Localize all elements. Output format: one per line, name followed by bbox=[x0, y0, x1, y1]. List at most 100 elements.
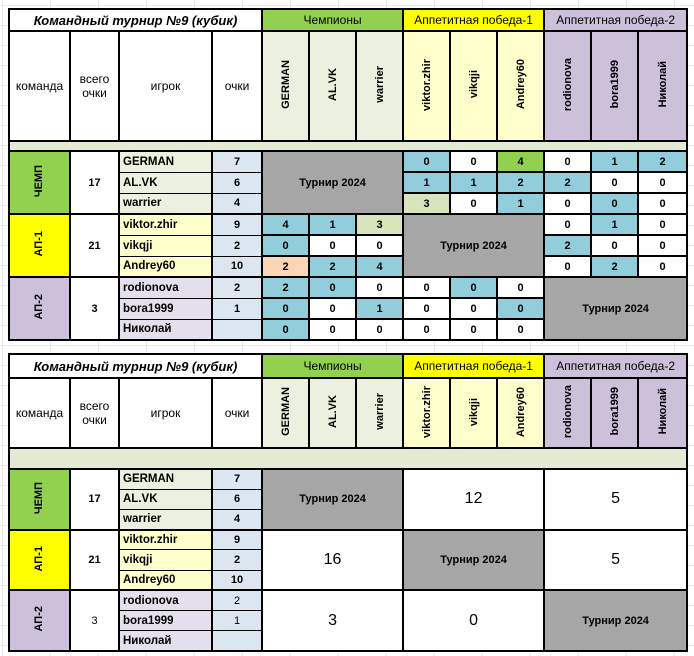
player-points-cell[interactable]: 7 bbox=[210, 468, 264, 490]
player-points-cell[interactable]: 9 bbox=[210, 528, 264, 551]
score-cell[interactable]: 0 bbox=[355, 318, 405, 341]
player-column-header[interactable]: GERMAN bbox=[261, 377, 311, 449]
score-cell[interactable]: 0 bbox=[261, 297, 311, 320]
column-header-team[interactable]: команда bbox=[8, 30, 71, 142]
group-band-1[interactable]: Чемпионы bbox=[261, 352, 405, 380]
player-name-cell[interactable]: warrier bbox=[118, 509, 213, 531]
player-column-header[interactable]: bora1999 bbox=[590, 30, 640, 142]
score-cell[interactable]: 2 bbox=[590, 255, 640, 278]
score-cell[interactable]: 1 bbox=[355, 297, 405, 320]
score-cell[interactable]: 0 bbox=[543, 255, 593, 278]
score-cell[interactable]: 0 bbox=[355, 234, 405, 257]
tournament-2024-cell[interactable]: Турнир 2024 bbox=[261, 150, 405, 215]
player-column-header[interactable]: Николай bbox=[637, 30, 689, 142]
player-column-header[interactable]: AL.VK bbox=[308, 377, 358, 449]
sheet-title[interactable]: Командный турнир №9 (кубик) bbox=[7, 8, 264, 32]
score-cell[interactable]: 2 bbox=[496, 171, 546, 194]
score-cell[interactable]: 1 bbox=[590, 150, 640, 173]
score-cell[interactable]: 2 bbox=[637, 150, 689, 173]
player-points-cell[interactable]: 2 bbox=[210, 589, 264, 612]
player-name-cell[interactable]: vikqji bbox=[118, 549, 213, 571]
player-name-cell[interactable]: rodionova bbox=[118, 276, 213, 299]
score-cell[interactable]: 2 bbox=[308, 255, 358, 278]
score-cell[interactable]: 2 bbox=[543, 171, 593, 194]
score-cell[interactable]: 0 bbox=[449, 318, 499, 341]
score-cell[interactable]: 0 bbox=[261, 318, 311, 341]
score-cell[interactable]: 0 bbox=[308, 297, 358, 320]
score-cell[interactable]: 1 bbox=[449, 171, 499, 194]
player-column-header[interactable]: viktor.zhir bbox=[402, 377, 452, 449]
score-cell[interactable]: 0 bbox=[449, 150, 499, 173]
player-name-cell[interactable]: warrier bbox=[118, 192, 213, 215]
tournament-2024-cell[interactable]: Турнир 2024 bbox=[261, 468, 405, 531]
score-cell[interactable]: 1 bbox=[496, 192, 546, 215]
tournament-2024-cell[interactable]: Турнир 2024 bbox=[543, 276, 689, 341]
player-column-header[interactable]: viktor.zhir bbox=[402, 30, 452, 142]
player-name-cell[interactable]: bora1999 bbox=[118, 297, 213, 320]
group-band-1[interactable]: Чемпионы bbox=[261, 8, 405, 32]
player-name-cell[interactable]: bora1999 bbox=[118, 610, 213, 632]
score-cell[interactable]: 0 bbox=[402, 150, 452, 173]
player-points-cell[interactable]: 2 bbox=[210, 234, 264, 257]
score-cell[interactable]: 2 bbox=[261, 276, 311, 299]
score-cell[interactable]: 3 bbox=[355, 213, 405, 236]
player-column-header[interactable]: warrier bbox=[355, 30, 405, 142]
merged-score-cell[interactable]: 12 bbox=[402, 468, 546, 531]
team-total-cell[interactable]: 21 bbox=[69, 213, 120, 278]
score-cell[interactable]: 0 bbox=[308, 234, 358, 257]
group-band-2[interactable]: Аппетитная победа-1 bbox=[402, 352, 546, 380]
score-cell[interactable]: 0 bbox=[590, 171, 640, 194]
score-cell[interactable]: 0 bbox=[449, 297, 499, 320]
player-name-cell[interactable]: AL.VK bbox=[118, 488, 213, 511]
player-points-cell[interactable]: 10 bbox=[210, 255, 264, 278]
player-points-cell[interactable]: 9 bbox=[210, 213, 264, 236]
column-header-total[interactable]: всего очки bbox=[69, 30, 120, 142]
player-column-header[interactable]: Николай bbox=[637, 377, 689, 449]
tournament-2024-cell[interactable]: Турнир 2024 bbox=[402, 213, 546, 278]
score-cell[interactable]: 0 bbox=[637, 171, 689, 194]
sheet-title[interactable]: Командный турнир №9 (кубик) bbox=[7, 352, 264, 380]
team-name-cell[interactable]: АП-1 bbox=[8, 213, 71, 278]
team-total-cell[interactable]: 3 bbox=[69, 276, 120, 341]
tournament-2024-cell[interactable]: Турнир 2024 bbox=[543, 589, 689, 652]
score-cell[interactable]: 0 bbox=[402, 297, 452, 320]
score-cell[interactable]: 0 bbox=[308, 318, 358, 341]
group-band-3[interactable]: Аппетитная победа-2 bbox=[543, 352, 689, 380]
column-header-player[interactable]: игрок bbox=[118, 30, 213, 142]
player-column-header[interactable]: vikqji bbox=[449, 30, 499, 142]
score-cell[interactable]: 4 bbox=[261, 213, 311, 236]
score-cell[interactable]: 0 bbox=[402, 318, 452, 341]
player-points-cell[interactable]: 2 bbox=[210, 276, 264, 299]
score-cell[interactable]: 4 bbox=[355, 255, 405, 278]
player-name-cell[interactable]: AL.VK bbox=[118, 171, 213, 194]
score-cell[interactable]: 0 bbox=[496, 318, 546, 341]
player-points-cell[interactable]: 6 bbox=[210, 171, 264, 194]
player-points-cell[interactable]: 4 bbox=[210, 192, 264, 215]
player-name-cell[interactable]: Николай bbox=[118, 630, 213, 653]
score-cell[interactable]: 0 bbox=[402, 276, 452, 299]
player-name-cell[interactable]: GERMAN bbox=[118, 150, 213, 173]
score-cell[interactable]: 2 bbox=[261, 255, 311, 278]
group-band-3[interactable]: Аппетитная победа-2 bbox=[543, 8, 689, 32]
player-column-header[interactable]: warrier bbox=[355, 377, 405, 449]
player-column-header[interactable]: AL.VK bbox=[308, 30, 358, 142]
score-cell[interactable]: 0 bbox=[637, 192, 689, 215]
score-cell[interactable]: 3 bbox=[402, 192, 452, 215]
score-cell[interactable]: 0 bbox=[543, 192, 593, 215]
player-name-cell[interactable]: rodionova bbox=[118, 589, 213, 612]
score-cell[interactable]: 0 bbox=[449, 192, 499, 215]
score-cell[interactable]: 1 bbox=[402, 171, 452, 194]
player-column-header[interactable]: Andrey60 bbox=[496, 30, 546, 142]
player-name-cell[interactable]: Andrey60 bbox=[118, 255, 213, 278]
score-cell[interactable]: 1 bbox=[590, 213, 640, 236]
player-name-cell[interactable]: viktor.zhir bbox=[118, 528, 213, 551]
team-name-cell[interactable]: АП-1 bbox=[8, 528, 71, 592]
player-points-cell[interactable]: 7 bbox=[210, 150, 264, 173]
player-column-header[interactable]: rodionova bbox=[543, 30, 593, 142]
player-points-cell[interactable]: 1 bbox=[210, 297, 264, 320]
player-name-cell[interactable]: vikqji bbox=[118, 234, 213, 257]
player-column-header[interactable]: Andrey60 bbox=[496, 377, 546, 449]
player-points-cell[interactable]: 4 bbox=[210, 509, 264, 531]
player-points-cell[interactable]: 2 bbox=[210, 549, 264, 571]
score-cell[interactable]: 0 bbox=[496, 276, 546, 299]
